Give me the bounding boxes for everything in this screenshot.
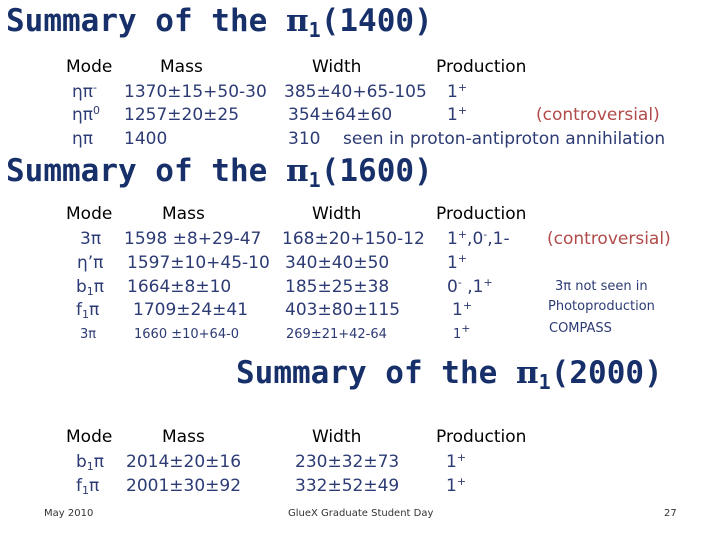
width-cell: 354±64±60 [288,105,393,125]
mode-cell: ηπ [72,129,94,149]
footer-date: May 2010 [44,508,94,519]
header-production: Production [436,204,527,224]
header-mass: Mass [162,427,205,447]
side-note: COMPASS [549,321,612,336]
width-cell: 332±52±49 [295,476,400,496]
production-cell: 1+ [446,475,467,496]
header-mode: Mode [66,427,113,447]
production-cell: 1+ [452,299,473,320]
controversial-note: (controversial) [536,105,660,125]
mode-cell: 3π [80,229,102,249]
width-cell: 385±40+65-105 [284,82,427,102]
mode-cell: f1π [76,476,100,497]
mode-cell: b1π [76,277,105,298]
footer-event: GlueX Graduate Student Day [288,508,434,519]
width-cell: 269±21+42-64 [286,327,387,342]
width-cell: 403±80±115 [285,300,401,320]
mass-cell: 1400 [124,129,168,149]
mode-cell: ηπ- [72,81,97,102]
width-cell: 340±40±50 [285,253,390,273]
mass-cell: 1597±10+45-10 [127,253,270,273]
mode-cell: f1π [76,300,100,321]
header-mode: Mode [66,204,113,224]
header-width: Width [312,57,362,77]
header-width: Width [312,204,362,224]
production-cell: 1+ [446,451,467,472]
production-cell: 1+,0-,1- [447,228,510,249]
width-cell: 230±32±73 [295,452,400,472]
mode-cell: 3π [80,327,97,342]
header-mass: Mass [160,57,203,77]
section-title-1600: Summary of the π1(1600) [6,153,433,192]
production-cell: 1+ [447,252,468,273]
header-production: Production [436,427,527,447]
production-cell: 1+ [447,81,468,102]
width-cell: 185±25±38 [285,277,390,297]
width-cell: 168±20+150-12 [282,229,425,249]
mode-cell: b1π [76,452,105,473]
mass-cell: 1598 ±8+29-47 [124,229,262,249]
mode-cell: ηπ0 [72,104,101,125]
production-note: seen in proton-antiproton annihilation [343,129,666,149]
mode-cell: η’π [77,253,104,273]
header-mode: Mode [66,57,113,77]
header-mass: Mass [162,204,205,224]
side-note: 3π not seen in [555,279,648,294]
section-title-2000: Summary of the π1(2000) [236,355,663,394]
production-cell: 1+ [453,322,471,342]
mass-cell: 1660 ±10+64-0 [134,327,240,342]
controversial-note: (controversial) [547,229,671,249]
mass-cell: 1257±20±25 [124,105,240,125]
mass-cell: 2001±30±92 [126,476,242,496]
mass-cell: 1664±8±10 [127,277,232,297]
side-note: Photoproduction [548,299,655,314]
mass-cell: 1709±24±41 [133,300,249,320]
mass-cell: 2014±20±16 [126,452,242,472]
width-cell: 310 [288,129,321,149]
section-title-1400: Summary of the π1(1400) [6,3,433,42]
header-production: Production [436,57,527,77]
mass-cell: 1370±15+50-30 [124,82,267,102]
production-cell: 1+ [447,104,468,125]
page-number: 27 [664,508,677,519]
production-cell: 0- ,1+ [447,276,493,297]
header-width: Width [312,427,362,447]
